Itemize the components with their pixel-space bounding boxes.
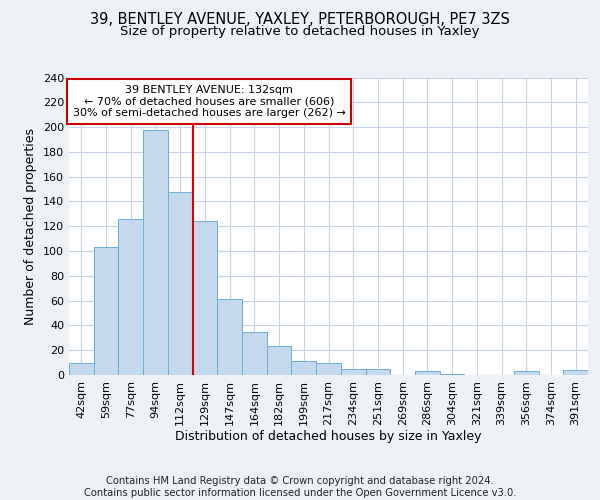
Bar bbox=[118, 219, 143, 375]
Bar bbox=[94, 248, 118, 375]
Bar bbox=[143, 130, 168, 375]
Bar bbox=[69, 362, 94, 375]
Bar bbox=[365, 369, 390, 375]
Text: 39 BENTLEY AVENUE: 132sqm
← 70% of detached houses are smaller (606)
30% of semi: 39 BENTLEY AVENUE: 132sqm ← 70% of detac… bbox=[73, 85, 346, 118]
X-axis label: Distribution of detached houses by size in Yaxley: Distribution of detached houses by size … bbox=[175, 430, 482, 444]
Y-axis label: Number of detached properties: Number of detached properties bbox=[25, 128, 37, 325]
Bar bbox=[242, 332, 267, 375]
Bar bbox=[168, 192, 193, 375]
Bar bbox=[267, 346, 292, 375]
Text: Contains HM Land Registry data © Crown copyright and database right 2024.: Contains HM Land Registry data © Crown c… bbox=[106, 476, 494, 486]
Bar bbox=[440, 374, 464, 375]
Bar bbox=[292, 362, 316, 375]
Bar bbox=[514, 372, 539, 375]
Bar bbox=[316, 362, 341, 375]
Bar bbox=[217, 300, 242, 375]
Bar bbox=[415, 372, 440, 375]
Text: Contains public sector information licensed under the Open Government Licence v3: Contains public sector information licen… bbox=[84, 488, 516, 498]
Text: Size of property relative to detached houses in Yaxley: Size of property relative to detached ho… bbox=[120, 25, 480, 38]
Text: 39, BENTLEY AVENUE, YAXLEY, PETERBOROUGH, PE7 3ZS: 39, BENTLEY AVENUE, YAXLEY, PETERBOROUGH… bbox=[90, 12, 510, 28]
Bar bbox=[341, 369, 365, 375]
Bar bbox=[563, 370, 588, 375]
Bar bbox=[193, 222, 217, 375]
